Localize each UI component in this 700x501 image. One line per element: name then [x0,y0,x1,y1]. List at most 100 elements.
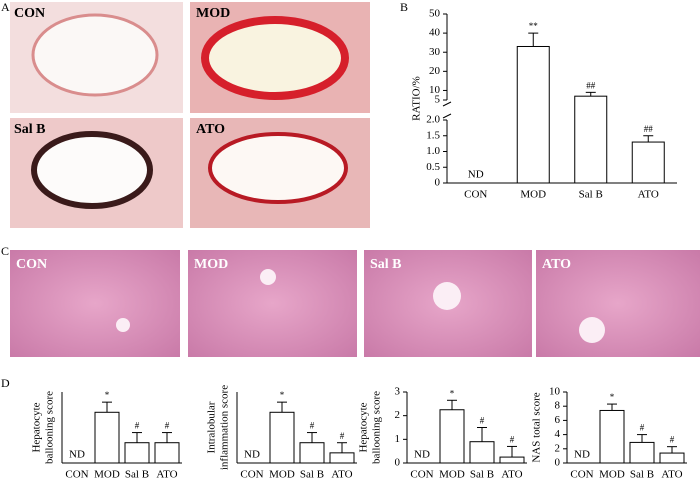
lesion [31,131,153,209]
annotation: # [510,434,515,444]
panel-label: D [1,376,10,390]
bar [629,441,655,464]
x-tick-label: CON [464,189,487,201]
x-tick-label: MOD [599,469,625,481]
y-axis-label: ballooning score [371,391,383,464]
y-tick-label: 0.5 [426,161,440,173]
x-tick-label: Sal B [300,469,324,481]
bar [439,409,465,464]
annotation: ND [69,449,85,461]
x-tick-label: ATO [156,469,177,481]
annotation: ## [586,80,596,90]
lesion [208,132,348,204]
bar [154,442,180,464]
annotation: # [310,421,315,431]
y-axis-label: NAS total score [531,392,543,462]
y-tick-label: 6 [555,414,561,426]
x-tick-label: ATO [331,469,352,481]
axis-break [442,113,452,119]
y-tick-label: 20 [429,65,441,77]
x-tick-label: Sal B [125,469,149,481]
x-tick-label: ATO [661,469,682,481]
annotation: # [480,416,485,426]
image-label: ATO [196,122,225,137]
y-tick-label: 1.0 [426,145,440,157]
x-tick-label: Sal B [579,189,603,201]
y-axis-label: RATIO/% [411,76,423,121]
y-axis-label: ballooning score [44,391,56,464]
y-axis-label: Hepatocyte [358,402,370,452]
lesion [31,13,159,97]
x-tick-label: Sal B [630,469,654,481]
panel-a-images [10,2,370,228]
image-label: MOD [194,257,228,272]
y-tick-label: 5 [435,94,441,106]
y-tick-label: 10 [549,386,561,398]
panel-label: C [1,244,9,258]
bar [299,442,325,464]
annotation: ND [574,449,590,461]
image-label: Sal B [14,122,46,137]
bar [269,411,295,464]
micrograph [536,250,700,357]
image-label: CON [14,6,45,21]
y-tick-label: 2 [395,409,401,421]
annotation: # [135,421,140,431]
y-tick-label: 30 [429,46,441,58]
vein [116,318,130,332]
annotation: # [165,421,170,431]
vein [260,269,276,285]
bar [329,452,355,464]
y-tick-label: 1.5 [426,129,440,141]
y-tick-label: 0 [435,177,441,189]
x-tick-label: MOD [439,469,465,481]
bar [499,456,525,464]
annotation: # [340,431,345,441]
x-tick-label: MOD [520,189,546,201]
bar [659,452,685,464]
annotation: ** [529,21,539,31]
y-tick-label: 8 [555,400,561,412]
annotation: * [280,390,285,400]
annotation: * [105,390,110,400]
x-tick-label: MOD [269,469,295,481]
image-label: Sal B [370,257,402,272]
axis-break [442,101,452,107]
y-tick-label: 4 [555,428,561,440]
y-tick-label: 0 [555,457,561,469]
bar [631,141,665,184]
panel-label: B [400,0,408,14]
x-tick-label: CON [570,469,593,481]
x-tick-label: Sal B [470,469,494,481]
x-tick-label: MOD [94,469,120,481]
y-axis-label: Intralobular [206,401,218,453]
y-tick-label: 0 [395,457,401,469]
x-tick-label: CON [240,469,263,481]
y-tick-label: 1 [395,433,401,445]
vein [579,317,605,343]
y-tick-label: 10 [429,84,441,96]
image-label: CON [16,257,47,272]
x-tick-label: ATO [638,189,659,201]
image-label: MOD [196,6,230,21]
annotation: * [450,388,455,398]
annotation: ND [414,449,430,461]
micrograph [188,250,357,357]
panel-label: A [1,0,10,14]
x-tick-label: CON [65,469,88,481]
annotation: ND [468,169,484,181]
annotation: # [670,435,675,445]
annotation: ND [244,449,260,461]
vein [433,282,461,310]
bar [469,441,495,464]
panel-c-images [10,250,700,357]
bar [599,409,625,464]
bar [124,442,150,464]
annotation: * [610,392,615,402]
y-tick-label: 2.0 [426,114,440,126]
bar [94,411,120,464]
x-tick-label: ATO [501,469,522,481]
lesion [201,16,349,100]
y-tick-label: 50 [429,8,441,20]
